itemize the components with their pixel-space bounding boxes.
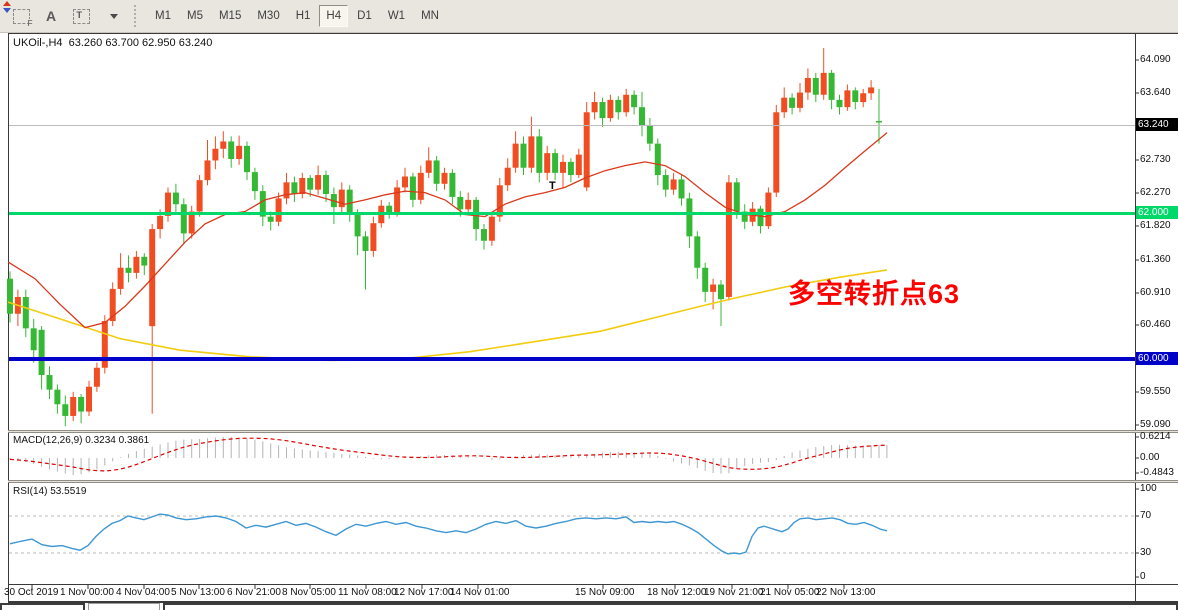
chart-border-top — [8, 33, 1178, 34]
time-axis-label: 6 Nov 21:00 — [227, 587, 281, 598]
timeframe-M5[interactable]: M5 — [180, 5, 210, 27]
text-tool-button[interactable]: A — [38, 3, 64, 29]
rsi-axis-label: 100 — [1140, 483, 1157, 494]
time-axis-label: 14 Nov 01:00 — [450, 587, 510, 598]
timeframe-D1[interactable]: D1 — [350, 5, 379, 27]
price-axis-label: 63.240 — [1136, 118, 1178, 131]
price-axis-label: 59.090 — [1140, 419, 1171, 430]
text-label-tool-button[interactable]: T — [68, 3, 94, 29]
markers-label: T — [549, 180, 556, 192]
dashed-rect-f-tool-button[interactable]: F — [8, 3, 34, 29]
chart-annotation-text[interactable]: 多空转折点63 — [788, 279, 961, 309]
macd-axis-label: -0.4843 — [1140, 467, 1174, 478]
price-axis-label: 59.550 — [1140, 386, 1171, 397]
toolbar: F A T M1 M5 M15 M30 H1 H4 D1 W1 MN — [0, 0, 1178, 33]
time-axis-label: 12 Nov 17:00 — [394, 587, 454, 598]
price-axis-label: 61.820 — [1140, 220, 1171, 231]
price-axis-label: 64.090 — [1140, 54, 1171, 65]
timeframe-M30[interactable]: M30 — [250, 5, 286, 27]
timeframe-M15[interactable]: M15 — [212, 5, 248, 27]
timeframe-MN[interactable]: MN — [414, 5, 446, 27]
dashed-rect-f-icon: F — [12, 8, 33, 28]
time-axis-label: 1 Nov 00:00 — [60, 587, 114, 598]
price-axis-label: 61.360 — [1140, 254, 1171, 265]
price-axis-label: 60.910 — [1140, 287, 1171, 298]
price-axis-separator — [1135, 33, 1136, 601]
chart-border-left — [8, 33, 9, 602]
time-axis-label: 5 Nov 13:00 — [171, 587, 225, 598]
bottom-strip-segment[interactable] — [88, 603, 160, 610]
rsi-indicator-label: RSI(14) 53.5519 — [13, 486, 87, 497]
arrows-tool-button[interactable] — [3, 1, 124, 29]
time-axis-label: 30 Oct 2019 — [4, 587, 59, 598]
symbol-header: UKOil-,H4 63.260 63.700 62.950 63.240 — [13, 37, 213, 49]
timeframe-group: M1 M5 M15 M30 H1 H4 D1 W1 MN — [147, 5, 447, 27]
time-axis-label: 22 Nov 13:00 — [816, 587, 876, 598]
rsi-axis-label: 70 — [1140, 510, 1152, 521]
time-axis-label: 19 Nov 21:00 — [704, 587, 764, 598]
time-axis-label: 21 Nov 05:00 — [760, 587, 820, 598]
price-axis-label: 62.270 — [1140, 187, 1171, 198]
time-axis-label: 18 Nov 12:00 — [647, 587, 707, 598]
time-axis-label: 8 Nov 05:00 — [282, 587, 336, 598]
timeframe-M1[interactable]: M1 — [148, 5, 178, 27]
time-axis-label: 15 Nov 09:00 — [575, 587, 635, 598]
timeframe-W1[interactable]: W1 — [381, 5, 412, 27]
text-tool-icon: A — [45, 8, 57, 24]
price-axis-label: 62.000 — [1136, 206, 1178, 219]
bottom-strip-segment[interactable] — [0, 603, 85, 610]
macd-axis-label: 0.00 — [1140, 452, 1160, 463]
time-axis-label: 11 Nov 08:00 — [338, 587, 397, 598]
price-axis-label: 63.640 — [1140, 87, 1171, 98]
price-axis-label: 60.460 — [1140, 319, 1171, 330]
time-axis-label: 4 Nov 04:00 — [116, 587, 170, 598]
chevron-down-icon[interactable] — [109, 13, 118, 19]
pane-divider-rsi[interactable] — [8, 480, 1178, 483]
arrows-icon — [3, 1, 11, 13]
text-label-tool-icon: T — [72, 8, 90, 24]
macd-axis-label: 0.6214 — [1140, 431, 1171, 442]
timeframe-H4[interactable]: H4 — [319, 5, 349, 27]
rsi-axis-label: 0 — [1140, 571, 1146, 582]
price-axis-label: 62.730 — [1140, 154, 1171, 165]
rsi-axis-label: 30 — [1140, 547, 1152, 558]
timeframe-H1[interactable]: H1 — [289, 5, 318, 27]
bottom-strip-segment[interactable] — [163, 603, 1178, 610]
pane-divider-macd[interactable] — [8, 430, 1178, 433]
chart-border-bottom — [8, 601, 1178, 603]
time-axis-border — [8, 584, 1178, 585]
price-axis-label: 60.000 — [1136, 352, 1178, 365]
macd-indicator-label: MACD(12,26,9) 0.3234 0.3861 — [13, 435, 150, 446]
toolbar-separator — [134, 5, 141, 27]
